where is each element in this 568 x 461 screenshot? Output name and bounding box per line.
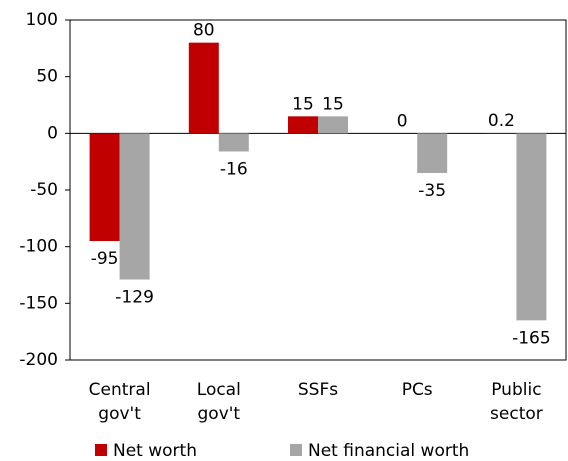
data-label: -129 <box>115 288 154 308</box>
data-label: 15 <box>322 94 344 114</box>
data-label: 0 <box>397 111 408 131</box>
legend-label: Net financial worth <box>308 441 469 461</box>
x-tick-label: SSFs <box>297 380 339 400</box>
y-tick-label: 0 <box>47 123 58 143</box>
data-label: -95 <box>91 249 119 269</box>
data-label: 0.2 <box>488 111 515 131</box>
y-tick-label: -150 <box>19 293 58 313</box>
x-tick-label: PCs <box>401 380 433 400</box>
bar <box>288 116 318 134</box>
legend-swatch <box>290 444 302 456</box>
bar <box>89 133 120 241</box>
bar <box>516 133 547 321</box>
y-tick-label: -50 <box>30 180 58 200</box>
bar <box>188 42 219 134</box>
legend-swatch <box>95 444 107 456</box>
bar <box>318 116 348 134</box>
data-label: -16 <box>220 159 248 179</box>
bar <box>417 133 448 173</box>
y-tick-label: -200 <box>19 350 58 370</box>
y-tick-label: 50 <box>36 67 58 87</box>
y-tick-label: -100 <box>19 237 58 257</box>
x-tick-label: Public sector <box>490 380 543 424</box>
data-label: 80 <box>193 21 215 41</box>
x-tick-label: Central gov't <box>88 380 151 424</box>
data-label: -165 <box>512 328 551 348</box>
bar <box>218 133 249 152</box>
data-label: -35 <box>418 181 446 201</box>
legend-label: Net worth <box>113 441 197 461</box>
x-tick-label: Local gov't <box>196 380 241 424</box>
data-label: 15 <box>292 94 314 114</box>
bar <box>119 133 150 280</box>
y-tick-label: 100 <box>26 10 58 30</box>
